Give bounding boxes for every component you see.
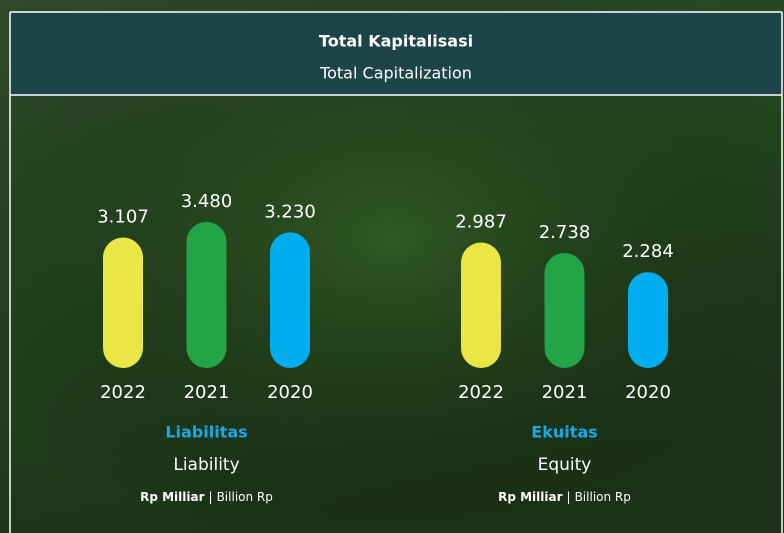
category-label: 2020 [625, 382, 671, 403]
bar [270, 232, 310, 368]
header-box [10, 12, 782, 95]
header-subtitle: Total Capitalization [319, 64, 472, 83]
value-label: 2.987 [455, 212, 507, 233]
group-subtitle: Equity [538, 455, 592, 475]
unit: Rp Milliar [498, 490, 563, 504]
unit-en: Billion Rp [217, 490, 273, 504]
group-title: Liabilitas [165, 423, 247, 442]
unit-label: Rp Milliar | Billion Rp [498, 490, 631, 504]
category-label: 2022 [100, 382, 146, 403]
bar [544, 253, 585, 368]
value-label: 3.480 [181, 191, 233, 212]
category-label: 2021 [184, 382, 230, 403]
unit-label: Rp Milliar | Billion Rp [140, 490, 273, 504]
value-label: 2.284 [622, 241, 674, 262]
value-label: 2.738 [539, 222, 591, 243]
bar [186, 221, 227, 368]
group-title: Ekuitas [531, 423, 597, 442]
unit-en: Billion Rp [575, 490, 631, 504]
bar [103, 237, 143, 368]
category-label: 2020 [267, 382, 313, 403]
value-label: 3.107 [97, 207, 149, 228]
category-label: 2021 [542, 382, 588, 403]
unit-separator: | [209, 490, 213, 504]
category-label: 2022 [458, 382, 504, 403]
unit-separator: | [567, 490, 571, 504]
bar [461, 242, 501, 368]
value-label: 3.230 [264, 201, 316, 222]
bar [628, 272, 668, 368]
header-title: Total Kapitalisasi [319, 32, 473, 51]
unit: Rp Milliar [140, 490, 205, 504]
group-subtitle: Liability [173, 455, 239, 475]
